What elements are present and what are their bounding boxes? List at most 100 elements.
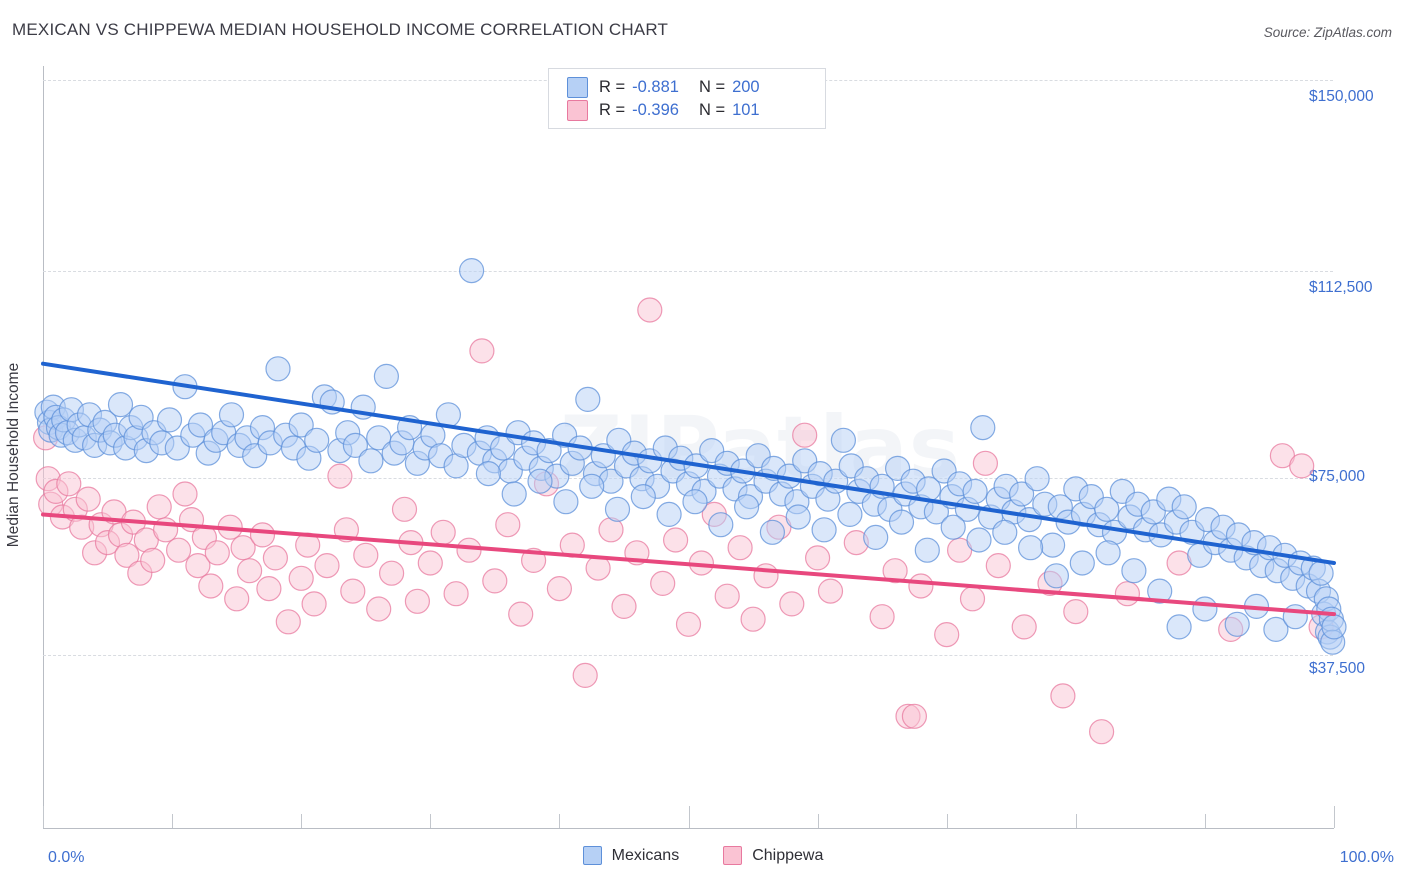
series-legend-label-chippewa: Chippewa [752, 846, 824, 864]
y-tick-label-37500: $37,500 [1309, 660, 1366, 677]
data-point [830, 427, 857, 453]
data-point [224, 586, 250, 612]
data-point [962, 478, 988, 504]
data-point [1043, 563, 1070, 589]
x-tick-label-max: 100.0% [1339, 849, 1394, 866]
data-point [611, 593, 637, 620]
data-point [1121, 558, 1147, 584]
data-point [753, 563, 779, 589]
legend-row-mexicans: R = -0.881 N = 200 [567, 76, 825, 98]
data-point [708, 512, 734, 538]
series-swatch-mexicans-icon [582, 846, 602, 865]
data-point [482, 568, 508, 594]
data-point [792, 422, 818, 448]
data-point [727, 535, 753, 561]
series-legend: Mexicans Chippewa [0, 846, 1406, 865]
data-point [1263, 616, 1289, 643]
data-point [837, 501, 863, 528]
series-swatch-chippewa-icon [723, 846, 743, 865]
data-point [501, 481, 527, 507]
data-point [114, 542, 140, 568]
data-point [340, 578, 366, 604]
legend-r-value-chippewa: -0.396 [632, 100, 679, 119]
data-point [379, 560, 405, 586]
x-axis-tick [946, 814, 948, 828]
data-point [366, 596, 392, 622]
data-point [740, 606, 766, 632]
data-point [992, 519, 1018, 545]
data-point [1050, 683, 1076, 709]
data-point [166, 537, 192, 563]
data-point [1192, 596, 1218, 622]
data-point [804, 545, 831, 571]
data-point [970, 415, 996, 441]
data-point [914, 537, 940, 563]
data-point [553, 489, 579, 515]
legend-n-key-mexicans: N = [698, 77, 726, 96]
data-point [1171, 494, 1197, 520]
y-tick-label-75000: $75,000 [1309, 468, 1366, 485]
data-point [630, 484, 656, 510]
data-point [972, 450, 999, 476]
data-point [469, 338, 495, 364]
data-point [546, 575, 573, 602]
data-point [604, 496, 631, 522]
data-point [495, 512, 521, 538]
data-point [966, 527, 992, 553]
data-point [733, 494, 760, 520]
data-point [237, 558, 263, 584]
data-point [662, 527, 689, 553]
data-point [156, 407, 183, 433]
data-point [656, 501, 682, 528]
data-point [1289, 453, 1315, 479]
legend-swatch-mexicans-icon [567, 76, 588, 98]
x-axis-tick [1075, 814, 1077, 828]
data-point [1088, 719, 1115, 745]
data-point [650, 570, 676, 597]
page-title: MEXICAN VS CHIPPEWA MEDIAN HOUSEHOLD INC… [12, 20, 669, 39]
data-point [475, 461, 501, 487]
source-attribution: Source: ZipAtlas.com [1263, 25, 1392, 40]
legend-row-chippewa: R = -0.396 N = 101 [567, 99, 825, 121]
data-point [1011, 614, 1037, 640]
data-point [1166, 614, 1192, 640]
data-point [301, 591, 327, 617]
legend-r-key-chippewa: R = [599, 100, 626, 119]
data-point [187, 412, 214, 438]
data-point [869, 604, 895, 630]
data-point [759, 519, 786, 545]
data-point [185, 552, 211, 579]
data-point [140, 547, 166, 574]
data-point [1063, 598, 1089, 625]
gridline-112500 [43, 271, 1333, 272]
data-point [575, 386, 601, 412]
data-point [304, 427, 330, 453]
series-legend-item-mexicans[interactable]: Mexicans [582, 846, 679, 865]
x-axis-tick [1204, 814, 1206, 828]
data-point [527, 468, 553, 494]
legend-n-key-chippewa: N = [698, 100, 726, 119]
data-point [959, 586, 986, 612]
series-legend-item-chippewa[interactable]: Chippewa [723, 846, 823, 865]
data-point [863, 524, 889, 551]
trendline-chippewa [41, 512, 1336, 617]
data-point [456, 537, 482, 563]
data-point [230, 535, 256, 561]
data-point [1024, 466, 1050, 492]
x-axis-tick [688, 806, 690, 828]
legend-swatch-chippewa-icon [567, 99, 588, 121]
data-point [430, 519, 456, 545]
data-point [391, 496, 418, 522]
data-point [265, 356, 291, 382]
data-point [785, 504, 811, 530]
data-point [908, 573, 934, 599]
legend-n-value-chippewa: 101 [732, 100, 760, 119]
data-point [508, 601, 534, 627]
data-point [946, 537, 973, 563]
data-point [934, 621, 960, 648]
gridline-37500 [43, 655, 1333, 656]
data-point [675, 611, 702, 637]
data-point [1008, 481, 1035, 507]
data-point [459, 258, 485, 284]
